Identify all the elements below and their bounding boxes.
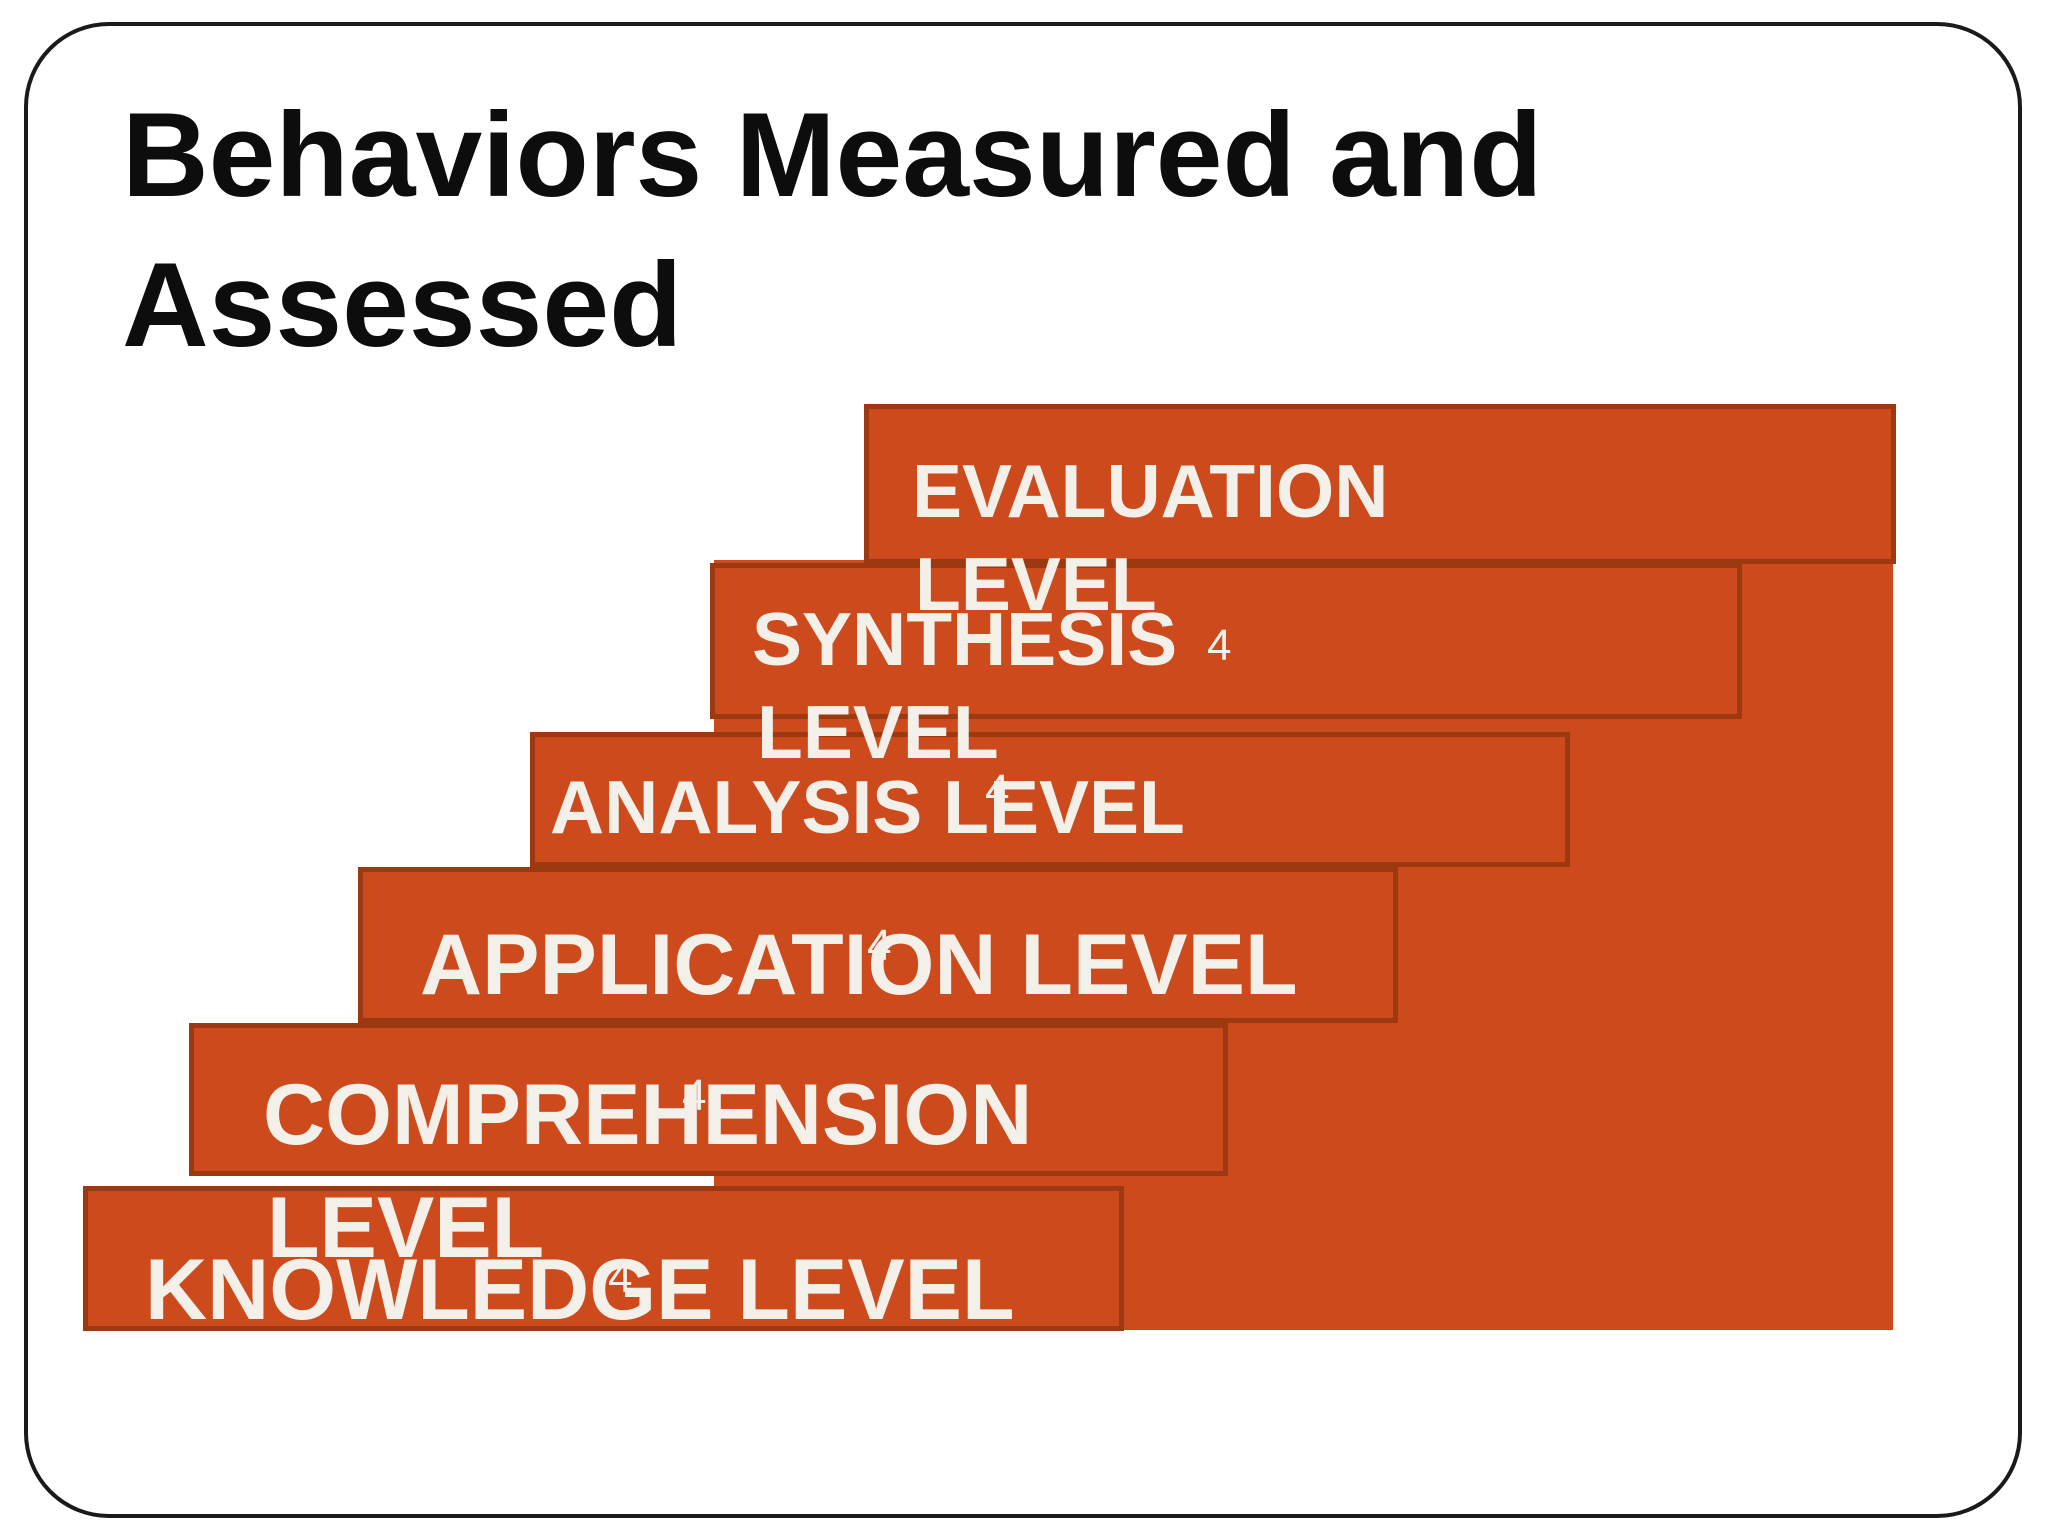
- step-box-application: [358, 867, 1398, 1023]
- step-marker-knowledge: 4: [608, 1253, 633, 1302]
- step-box-analysis: [530, 732, 1570, 867]
- step-marker-analysis: 4: [985, 766, 1010, 815]
- step-box-comprehension: [189, 1023, 1228, 1176]
- step-marker-comprehension: 4: [682, 1071, 707, 1120]
- step-label-synthesis-line2: LEVEL: [757, 690, 999, 774]
- step-box-evaluation: [864, 404, 1896, 564]
- step-marker-synthesis: 4: [1207, 621, 1232, 670]
- slide-title-line-2: Assessed: [122, 238, 683, 372]
- slide-title: Behaviors Measured and Assessed: [122, 80, 1822, 380]
- step-marker-application: 4: [867, 921, 892, 970]
- step-label-comprehension-line1: COMPREHENSION: [263, 1067, 1033, 1163]
- step-label-analysis: ANALYSIS LEVEL: [550, 765, 1185, 849]
- step-label-synthesis-line1: SYNTHESIS: [752, 597, 1178, 681]
- step-label-comprehension-line2: LEVEL: [267, 1180, 545, 1276]
- step-label-application: APPLICATION LEVEL: [420, 917, 1298, 1013]
- step-box-knowledge: [83, 1186, 1124, 1331]
- slide-title-line-1: Behaviors Measured and: [122, 88, 1543, 222]
- step-box-synthesis: [710, 563, 1742, 719]
- step-label-evaluation-line1: EVALUATION: [912, 449, 1389, 533]
- step-label-evaluation-line2: LEVEL: [915, 542, 1157, 626]
- step-label-knowledge: KNOWLEDGE LEVEL: [145, 1242, 1015, 1338]
